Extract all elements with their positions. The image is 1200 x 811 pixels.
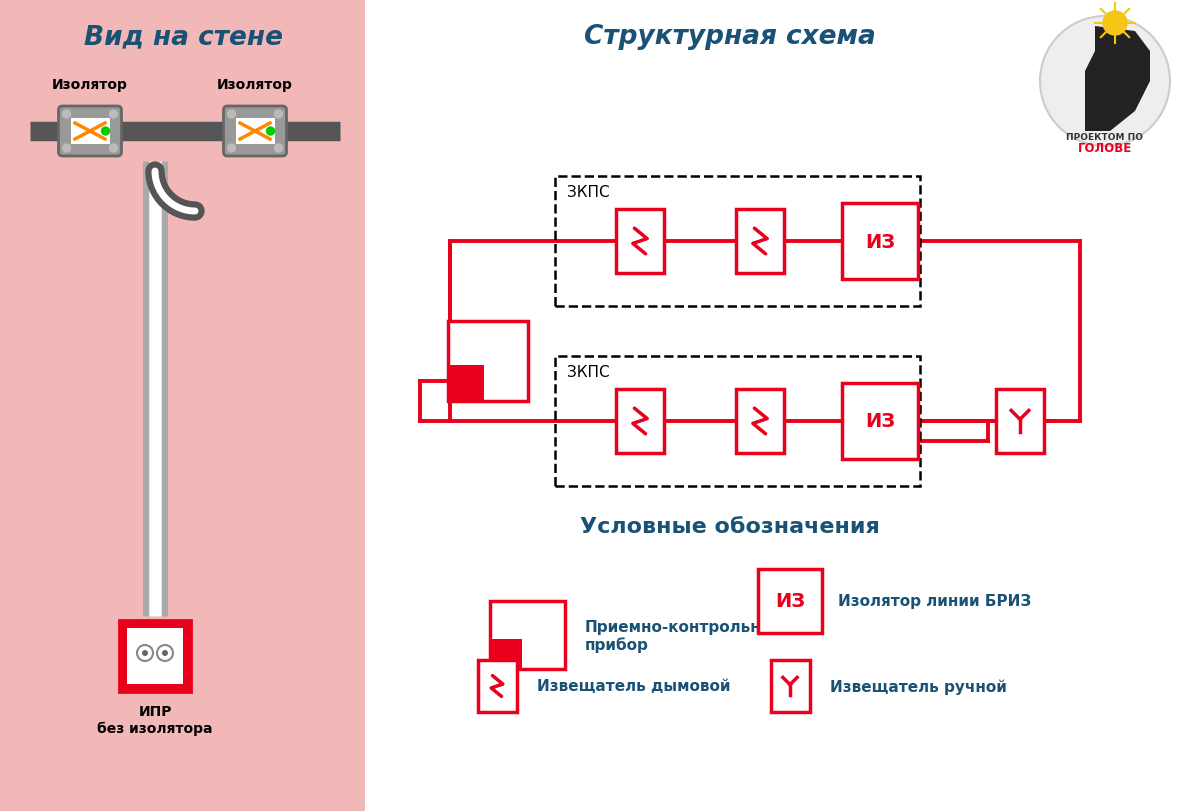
- Text: Изолятор линии БРИЗ: Изолятор линии БРИЗ: [838, 594, 1031, 609]
- Circle shape: [109, 145, 118, 152]
- Text: ГОЛОВЕ: ГОЛОВЕ: [1078, 142, 1132, 156]
- Text: ЗКПС: ЗКПС: [568, 365, 610, 380]
- Bar: [448, 322, 528, 401]
- Circle shape: [1040, 17, 1170, 147]
- Circle shape: [228, 145, 235, 152]
- Bar: [758, 569, 822, 633]
- Bar: [71, 119, 109, 145]
- Circle shape: [109, 111, 118, 119]
- Circle shape: [275, 111, 282, 119]
- Bar: [616, 389, 664, 453]
- Circle shape: [275, 145, 282, 152]
- Circle shape: [62, 111, 71, 119]
- Bar: [616, 210, 664, 273]
- FancyBboxPatch shape: [223, 107, 287, 157]
- Bar: [554, 357, 920, 487]
- Circle shape: [162, 650, 168, 656]
- Text: ИЗ: ИЗ: [865, 412, 895, 431]
- Bar: [235, 119, 275, 145]
- Bar: [0, 0, 365, 811]
- FancyBboxPatch shape: [59, 107, 121, 157]
- Text: ИПР
без изолятора: ИПР без изолятора: [97, 704, 212, 735]
- Text: Изолятор: Изолятор: [217, 78, 293, 92]
- Circle shape: [142, 650, 148, 656]
- Text: Условные обозначения: Условные обозначения: [580, 517, 880, 536]
- Bar: [478, 660, 516, 712]
- Text: Структурная схема: Структурная схема: [584, 24, 876, 50]
- Text: Изолятор: Изолятор: [52, 78, 128, 92]
- Bar: [490, 601, 565, 669]
- Text: ЗКПС: ЗКПС: [568, 185, 610, 200]
- Bar: [127, 629, 182, 684]
- Bar: [554, 177, 920, 307]
- Bar: [770, 660, 810, 712]
- Circle shape: [228, 111, 235, 119]
- Bar: [842, 204, 918, 280]
- Text: Вид на стене: Вид на стене: [84, 24, 282, 50]
- Bar: [490, 639, 522, 669]
- Bar: [736, 210, 784, 273]
- Circle shape: [1103, 12, 1127, 36]
- Bar: [736, 389, 784, 453]
- Bar: [119, 620, 191, 692]
- Polygon shape: [1085, 27, 1150, 132]
- Bar: [842, 384, 918, 460]
- Text: Извещатель дымовой: Извещатель дымовой: [538, 679, 731, 693]
- Bar: [996, 389, 1044, 453]
- Bar: [448, 366, 484, 401]
- Circle shape: [62, 145, 71, 152]
- Text: ИЗ: ИЗ: [865, 232, 895, 251]
- Circle shape: [102, 128, 109, 135]
- Text: ПРОЕКТОМ ПО: ПРОЕКТОМ ПО: [1067, 132, 1144, 141]
- Text: Извещатель ручной: Извещатель ручной: [830, 679, 1007, 694]
- Circle shape: [266, 128, 275, 135]
- Text: Приемно-контрольный
прибор: Приемно-контрольный прибор: [586, 618, 786, 652]
- Text: ИЗ: ИЗ: [775, 592, 805, 611]
